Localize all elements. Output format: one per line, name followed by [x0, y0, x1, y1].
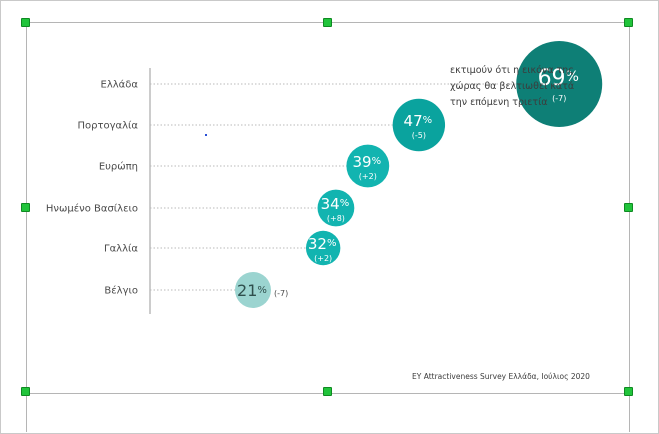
- category-label: Ηνωμένο Βασίλειο: [46, 203, 138, 215]
- bubble: [346, 144, 390, 188]
- bubble-change-label: (+2): [359, 172, 377, 181]
- resize-handle-top-right[interactable]: [624, 18, 633, 27]
- bubble: [392, 98, 446, 152]
- bubble-change-label: (-5): [412, 131, 426, 140]
- category-label: Πορτογαλία: [77, 120, 138, 132]
- category-label: Ελλάδα: [101, 79, 139, 91]
- resize-handle-bottom-left[interactable]: [21, 387, 30, 396]
- resize-handle-middle-right[interactable]: [624, 203, 633, 212]
- category-label: Ευρώπη: [99, 161, 138, 173]
- bubble-value-label: 69%: [538, 66, 579, 91]
- bubble-value-label: 21%: [237, 281, 267, 300]
- bubble: [516, 41, 603, 127]
- slide-lower-area: [26, 392, 630, 432]
- category-label: Βέλγιο: [104, 285, 138, 297]
- category-label: Γαλλία: [104, 243, 138, 255]
- resize-handle-top-left[interactable]: [21, 18, 30, 27]
- bubble-change-label: (+2): [314, 254, 332, 263]
- resize-handle-bottom-center[interactable]: [323, 387, 332, 396]
- bubble-value-label: 39%: [353, 153, 382, 171]
- chart-annotation: εκτιμούν ότι η εικόνα της χώρας θα βελτι…: [450, 65, 575, 108]
- bubble: [305, 230, 341, 266]
- bubble-value-label: 47%: [404, 112, 433, 130]
- bubble: [234, 272, 271, 308]
- bubble: [317, 189, 355, 227]
- chart-rows: Ελλάδα 69%(-7)Πορτογαλία 47%(-5)Ευρώπη 39%(…: [46, 41, 603, 308]
- bubble-value-label: 34%: [321, 195, 350, 213]
- bubble-change-label: (-7): [274, 289, 288, 298]
- bubble-change-label: (+8): [327, 214, 345, 223]
- bubble-value-label: 32%: [308, 235, 337, 253]
- stray-dot: [205, 134, 207, 136]
- resize-handle-middle-left[interactable]: [21, 203, 30, 212]
- source-note: EY Attractiveness Survey Ελλάδα, Ιούλιος…: [412, 372, 590, 381]
- resize-handle-bottom-right[interactable]: [624, 387, 633, 396]
- resize-handle-top-center[interactable]: [323, 18, 332, 27]
- bubble-change-label: (-7): [552, 94, 566, 103]
